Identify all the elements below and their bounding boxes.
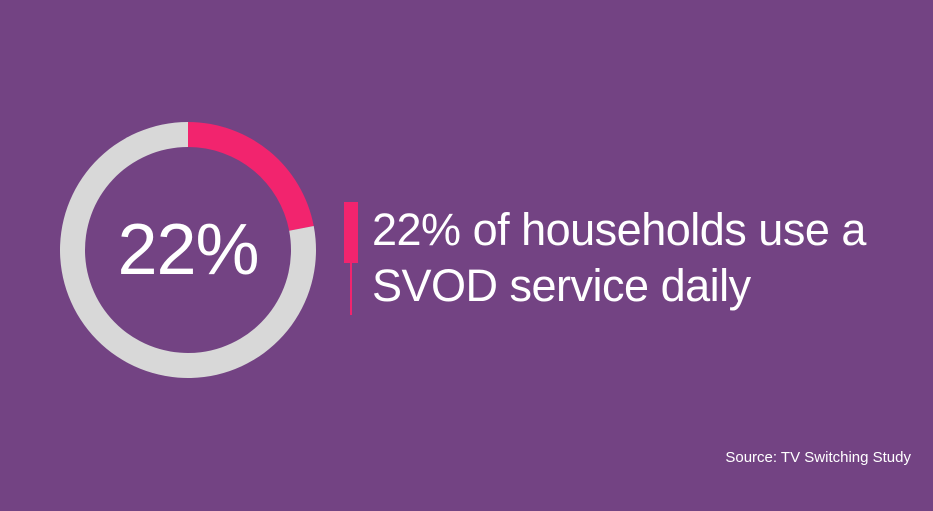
donut-svg xyxy=(60,122,316,378)
source-note: Source: TV Switching Study xyxy=(725,449,911,466)
donut-slice-highlight xyxy=(188,122,314,231)
donut-chart: 22% xyxy=(60,122,316,378)
donut-center-value: 22% xyxy=(117,210,259,290)
statement-line-2: SVOD service daily xyxy=(372,260,751,311)
accent-line xyxy=(350,263,352,315)
accent-bar xyxy=(344,202,358,263)
statement-line-1: 22% of households use a xyxy=(372,204,866,255)
statement-text: 22% of households use a SVOD service dai… xyxy=(372,202,912,314)
